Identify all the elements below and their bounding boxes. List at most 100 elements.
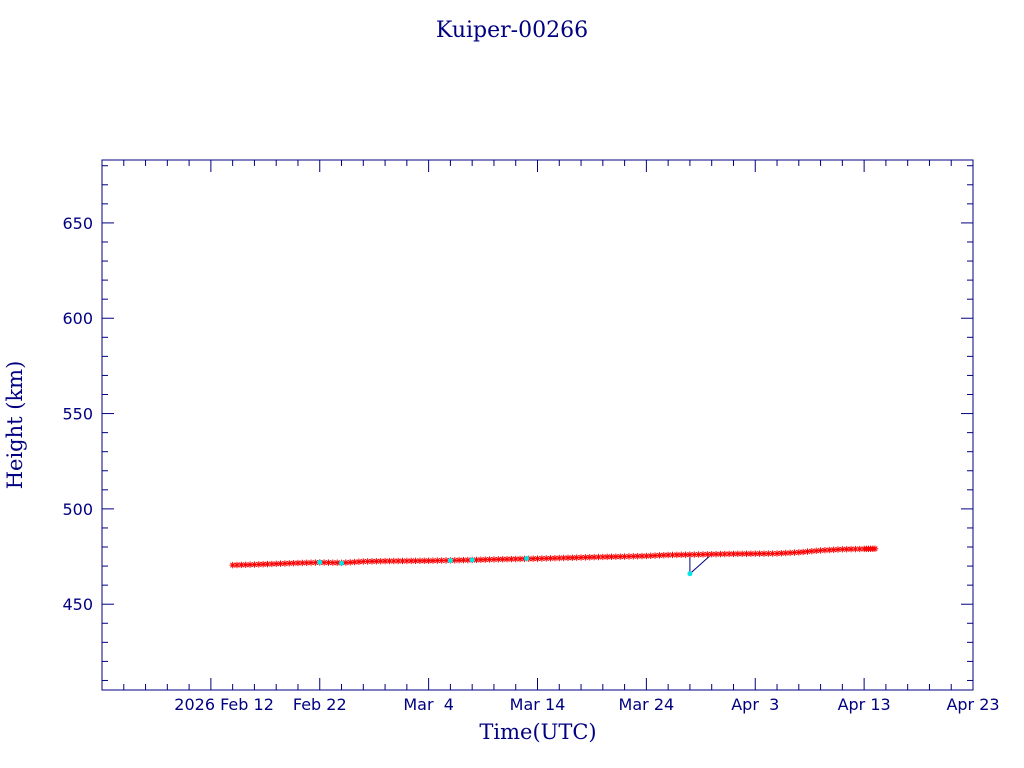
star-stroke [626,553,632,560]
data-point-primary-interp [368,558,376,565]
star-stroke [260,561,266,567]
data-point-primary-interp [725,550,733,558]
star-stroke [460,557,467,563]
star-stroke [817,547,824,554]
x-axis-tick-labels: 2026 Feb 12 Feb 22 Mar 4 Mar 14 Mar 24 Apr 3 A… [174,695,999,714]
data-point-secondary [447,558,453,564]
data-point-primary-interp [538,555,546,562]
star-stroke [835,546,841,553]
star-stroke [774,550,780,557]
data-point-secondary [339,560,345,566]
y-tick-label: 550 [62,405,93,424]
star-stroke [691,551,697,558]
star-stroke [604,554,610,560]
star-stroke [234,562,240,568]
star-stroke [487,556,493,563]
x-tick-label: Apr 13 [838,695,891,714]
star-stroke [264,561,271,567]
star-stroke [713,551,719,557]
star-stroke [478,557,484,563]
star-stroke [709,551,715,557]
star-stroke [852,546,859,552]
data-point-primary-interp [804,548,811,555]
star-stroke [434,557,440,564]
star-stroke [247,562,253,568]
star-stroke [643,553,649,559]
data-point-primary-interp [299,559,306,567]
data-point-primary [229,561,236,569]
data-point-primary [512,555,519,563]
star-stroke [743,551,750,557]
star-stroke [635,553,641,559]
star-stroke [809,548,815,554]
star-stroke [426,558,432,564]
data-point-primary-interp [734,550,742,558]
data-point-primary-interp [843,546,850,553]
star-stroke [796,549,802,555]
star-stroke [591,554,597,560]
star-stroke [395,558,401,564]
star-stroke [804,548,811,555]
star-stroke [530,556,536,562]
data-point-primary-interp [386,557,393,565]
data-point-primary-interp [782,549,789,557]
star-stroke [251,561,258,568]
x-tick-label: Mar 24 [619,695,675,714]
series-secondary-markers [317,555,693,577]
data-point-primary-interp [307,559,315,566]
data-point-primary-interp [508,555,515,563]
data-point-primary [643,552,650,560]
star-stroke [569,555,575,561]
y-tick-label: 450 [62,595,93,614]
series-primary-markers [229,545,879,569]
star-stroke [613,554,619,560]
star-stroke [682,552,689,558]
star-stroke [595,554,602,560]
star-stroke [752,551,758,557]
star-stroke [391,558,397,564]
data-point-secondary [687,571,693,577]
star-stroke [369,558,375,564]
star-stroke [439,557,445,564]
x-axis-label: Time(UTC) [479,720,596,744]
data-point-primary-interp [373,558,380,565]
star-stroke [652,552,658,559]
star-stroke [243,562,249,568]
x-tick-label: Feb 22 [293,695,347,714]
data-point-primary-interp [852,545,859,553]
star-stroke [543,555,549,562]
data-point-primary-interp [547,555,554,562]
star-stroke [748,551,754,557]
star-stroke [351,559,358,565]
star-stroke [513,556,519,562]
star-stroke [325,560,332,566]
data-point-primary-interp [778,550,785,557]
star-stroke [622,553,628,560]
star-stroke [844,546,850,552]
star-stroke [778,550,784,556]
star-stroke [783,550,789,556]
x-tick-label: Mar 14 [510,695,566,714]
data-point-primary-interp [268,560,276,568]
star-stroke [491,556,497,563]
star-stroke [661,552,667,558]
star-stroke [857,546,863,552]
data-point-primary-interp [625,553,633,560]
star-stroke [826,547,832,553]
star-stroke [813,548,819,554]
star-stroke [360,558,366,565]
star-stroke [373,558,379,564]
star-stroke [552,555,558,561]
star-stroke [696,551,702,558]
star-stroke [765,550,771,557]
data-point-primary-interp [847,545,855,553]
star-stroke [334,560,340,566]
star-stroke [269,561,275,567]
star-stroke [500,556,506,562]
star-stroke [495,556,501,562]
data-point-primary-interp [329,559,337,566]
star-stroke [238,562,244,568]
data-point-primary-interp [460,556,467,564]
x-tick-label: Apr 3 [731,695,779,714]
data-point-primary [556,554,563,562]
